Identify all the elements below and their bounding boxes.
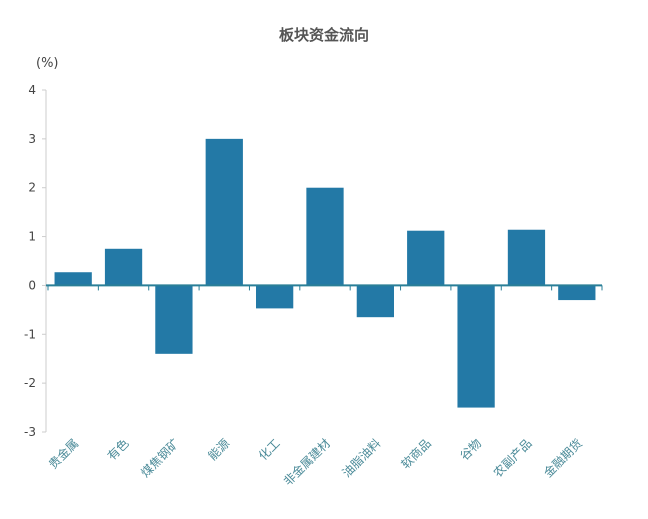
x-tick-label: 化工 bbox=[256, 436, 283, 463]
y-tick-label: -3 bbox=[24, 425, 36, 439]
bar bbox=[155, 285, 193, 354]
x-tick-label: 金融期货 bbox=[540, 436, 585, 481]
bar bbox=[457, 285, 495, 408]
y-tick-label: 4 bbox=[28, 83, 36, 97]
bar bbox=[54, 272, 92, 286]
y-tick-label: 0 bbox=[28, 278, 36, 292]
x-tick-label: 贵金属 bbox=[45, 436, 81, 472]
y-unit-label: (%) bbox=[36, 56, 59, 71]
x-tick-label: 油脂油料 bbox=[339, 436, 384, 481]
bar bbox=[407, 230, 445, 286]
x-tick-label: 有色 bbox=[105, 436, 132, 463]
x-tick-label: 软商品 bbox=[398, 436, 434, 472]
bars-group bbox=[54, 138, 596, 408]
y-tick-label: -2 bbox=[24, 376, 36, 390]
bar bbox=[256, 285, 294, 309]
y-axis-ticks: 4 3 2 1 0 -1 -2 -3 bbox=[24, 83, 46, 439]
x-tick-label: 谷物 bbox=[457, 436, 484, 463]
y-tick-label: -1 bbox=[24, 327, 36, 341]
bar bbox=[356, 285, 394, 318]
bar bbox=[306, 187, 344, 286]
bar bbox=[558, 285, 596, 301]
y-tick-label: 1 bbox=[28, 230, 36, 244]
x-tick-label: 农副产品 bbox=[491, 436, 535, 480]
bar bbox=[205, 138, 243, 286]
x-tick-label: 能源 bbox=[206, 436, 233, 463]
chart-title: 板块资金流向 bbox=[279, 26, 369, 44]
x-tick-label: 煤焦钢矿 bbox=[138, 436, 182, 480]
x-tick-label: 非金属建材 bbox=[280, 436, 333, 489]
bar bbox=[507, 229, 546, 286]
y-tick-label: 3 bbox=[28, 132, 36, 146]
bar bbox=[104, 248, 143, 286]
y-tick-label: 2 bbox=[28, 181, 36, 195]
